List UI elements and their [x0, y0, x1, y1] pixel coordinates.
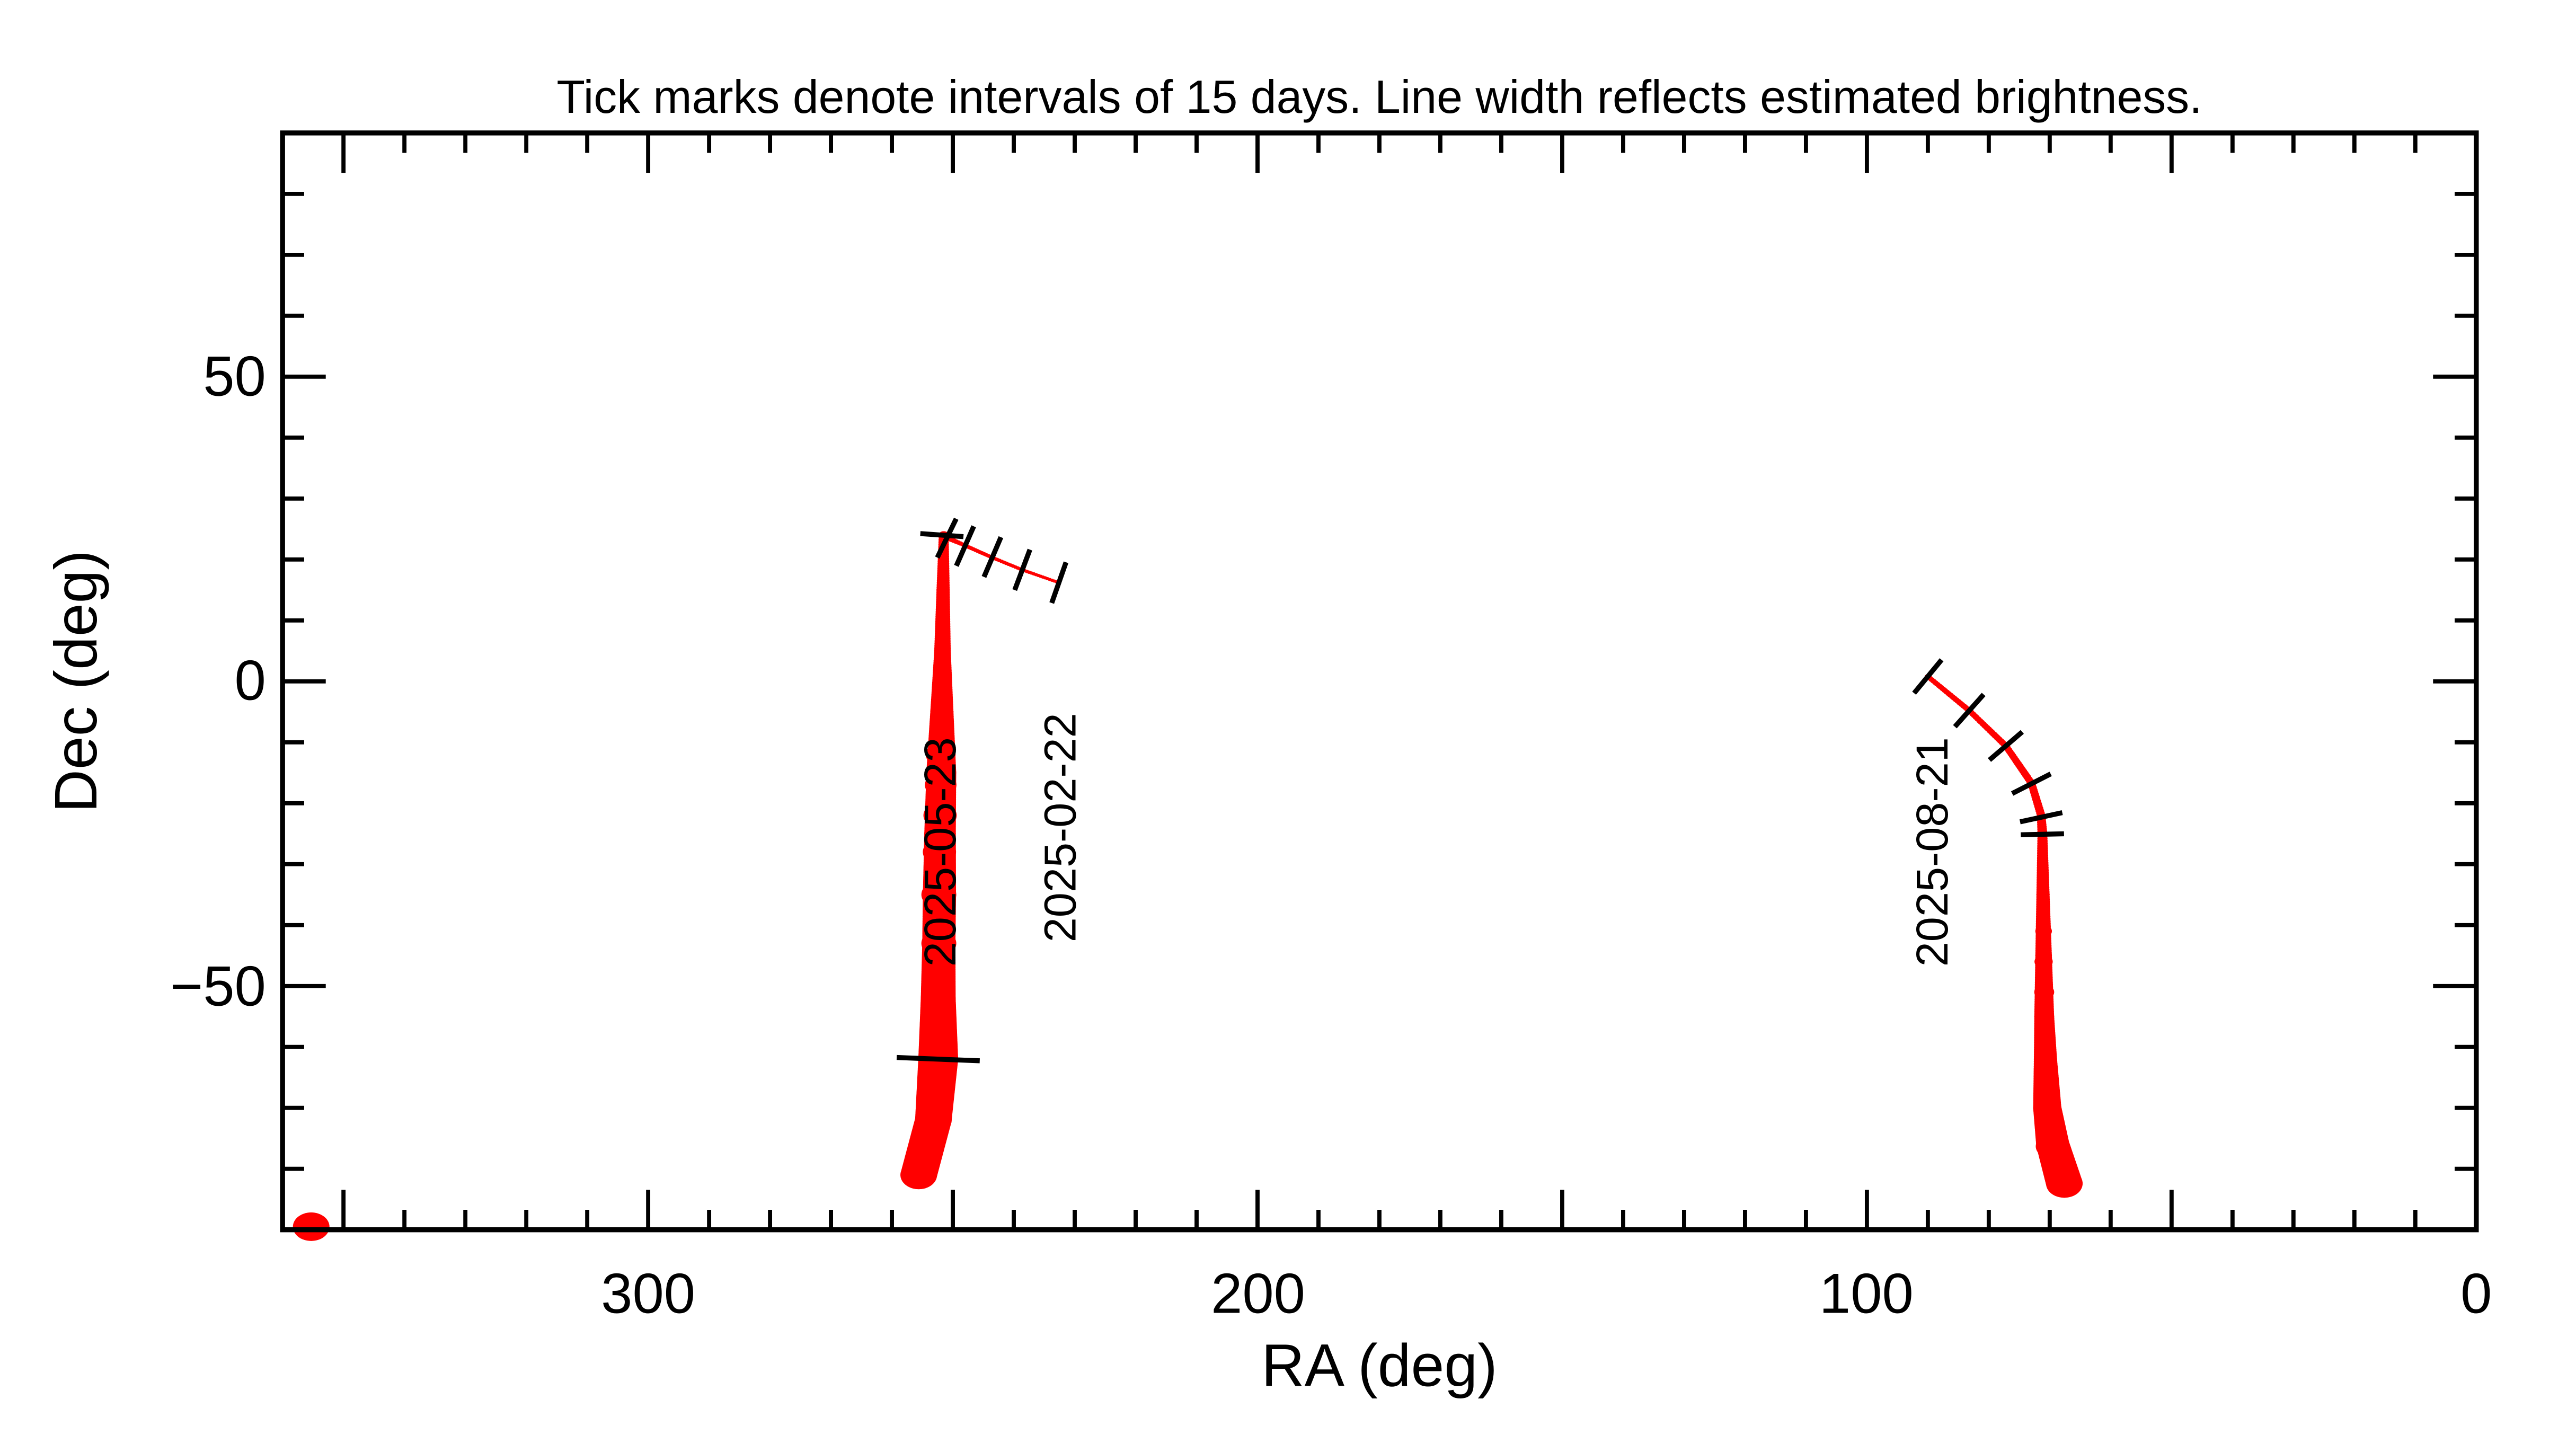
- x-tick-label: 200: [1211, 1261, 1305, 1325]
- track-point: [900, 1161, 937, 1190]
- interval-tick-mark: [1049, 561, 1069, 604]
- track-point: [922, 985, 955, 1012]
- interval-tick-mark: [1953, 693, 1986, 729]
- chart-title: Tick marks denote intervals of 15 days. …: [556, 71, 2202, 123]
- track-track-feb-may: [293, 517, 1069, 1241]
- track-point: [915, 1105, 952, 1135]
- x-tick-label: 300: [601, 1261, 695, 1325]
- interval-tick-mark: [1988, 730, 2024, 762]
- track-point: [923, 839, 957, 865]
- track-point: [925, 742, 956, 766]
- y-axis-label: Dec (deg): [42, 550, 109, 813]
- track-point: [921, 881, 957, 908]
- y-tick-label: −50: [170, 954, 266, 1017]
- track-point: [2034, 954, 2053, 969]
- date-label: 2025-05-23: [915, 737, 965, 967]
- track-point: [2034, 1021, 2055, 1037]
- track-point: [923, 802, 957, 829]
- date-label: 2025-08-21: [1907, 737, 1957, 967]
- track-point: [2035, 1133, 2068, 1159]
- data-marks: [293, 517, 2083, 1241]
- track-point: [2034, 1074, 2058, 1093]
- track-point: [2046, 1169, 2083, 1198]
- interval-tick-mark: [981, 536, 1004, 578]
- x-tick-label: 100: [1819, 1261, 1914, 1325]
- interval-tick-mark: [954, 525, 976, 567]
- x-tick-label: 0: [2460, 1261, 2492, 1325]
- interval-tick-mark: [896, 1055, 980, 1064]
- date-labels: 2025-02-22 2025-05-23 2025-08-21: [915, 713, 1957, 967]
- interval-tick-mark: [1012, 548, 1032, 591]
- interval-tick-mark: [2021, 831, 2064, 838]
- y-tick-label: 50: [203, 344, 266, 408]
- track-point: [2034, 1050, 2057, 1068]
- date-label: 2025-02-22: [1035, 713, 1085, 942]
- track-point: [2035, 925, 2052, 938]
- interval-tick-mark: [935, 517, 959, 559]
- track-point: [921, 929, 957, 957]
- track-track-aug: [1912, 658, 2083, 1198]
- axis-ticks: [280, 130, 2478, 1232]
- plot-frame: [280, 130, 2479, 1233]
- track-point: [925, 773, 957, 798]
- interval-tick-mark: [2011, 772, 2052, 796]
- x-axis-label: RA (deg): [1261, 1332, 1497, 1398]
- track-point: [293, 1212, 330, 1241]
- interval-tick-mark: [1912, 658, 1944, 695]
- track-point: [2034, 1103, 2061, 1124]
- track-point: [2034, 984, 2055, 1000]
- y-tick-label: 0: [235, 648, 266, 712]
- interval-tick-mark: [920, 531, 964, 539]
- interval-tick-mark: [2019, 810, 2063, 825]
